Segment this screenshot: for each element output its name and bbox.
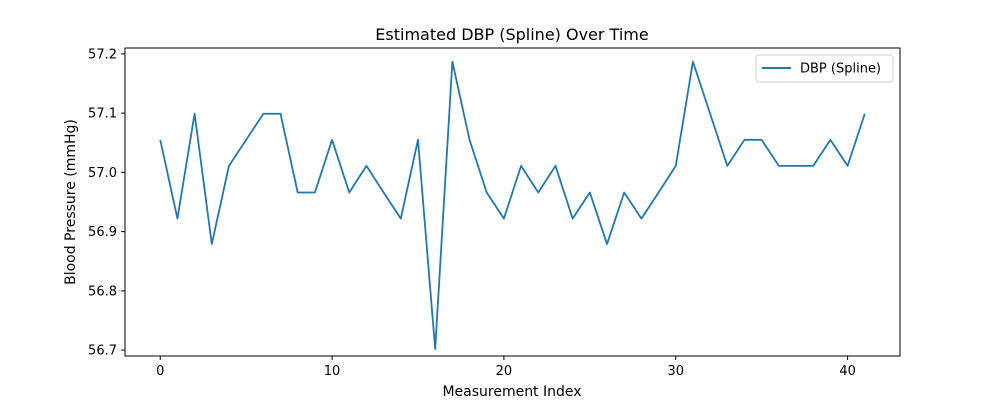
x-tick-label: 20 <box>496 364 513 379</box>
x-tick-label: 10 <box>324 364 341 379</box>
legend-box <box>755 54 894 83</box>
chart-title: Estimated DBP (Spline) Over Time <box>375 25 648 44</box>
y-tick-label: 57.2 <box>88 47 117 62</box>
y-tick-label: 57.1 <box>88 107 117 122</box>
series-layer <box>159 60 866 350</box>
x-axis-label: Measurement Index <box>442 384 581 400</box>
x-tick-label: 40 <box>839 364 856 379</box>
series-line-dbp-spline <box>159 60 866 350</box>
y-tick-label: 56.7 <box>88 344 117 359</box>
plot-area-frame <box>124 47 901 357</box>
y-tick-label: 56.8 <box>88 284 117 299</box>
axis-ticks: 0 10 20 30 40 56.7 56.8 56.9 57.0 57.1 57.2 <box>88 47 856 379</box>
legend: DBP (Spline) <box>755 54 894 83</box>
x-tick-label: 0 <box>156 364 164 379</box>
y-axis-label: Blood Pressure (mmHg) <box>63 119 79 285</box>
legend-label: DBP (Spline) <box>800 62 881 77</box>
y-tick-label: 56.9 <box>88 225 117 240</box>
y-tick-label: 57.0 <box>88 166 117 181</box>
x-tick-label: 30 <box>667 364 684 379</box>
